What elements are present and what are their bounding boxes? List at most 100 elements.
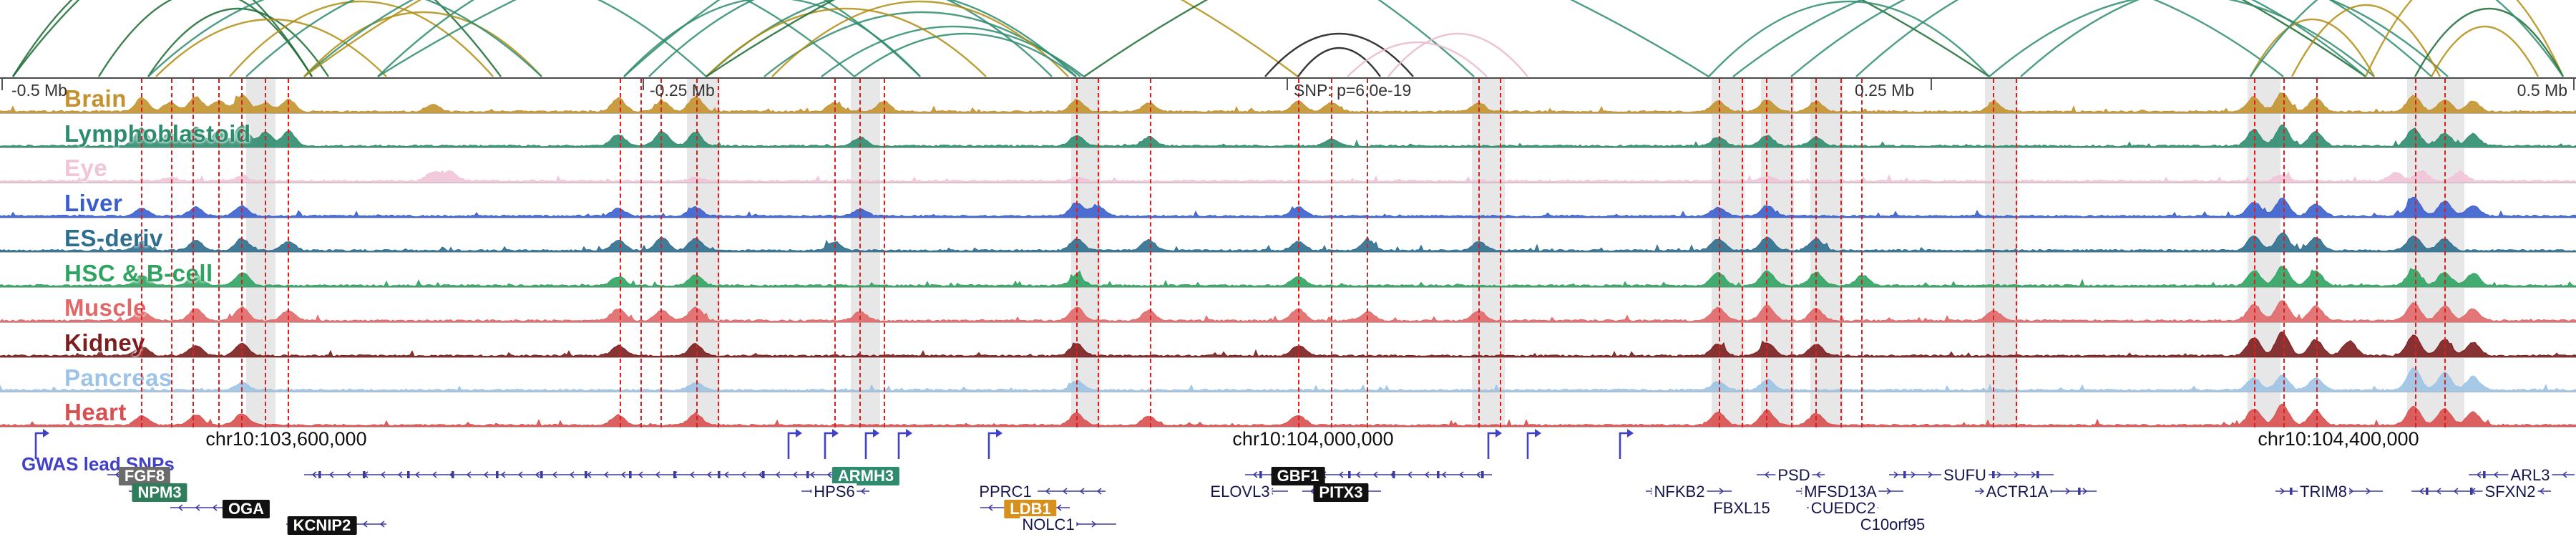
lead-snp-arrow-icon <box>897 429 912 459</box>
ruler-tick <box>2573 79 2575 90</box>
gene-label: SUFU <box>1941 467 1989 484</box>
snp-dashed-line <box>241 79 243 427</box>
track-label: ES-deriv <box>64 224 163 251</box>
interaction-arc <box>377 0 1709 77</box>
signal-track-row: Heart <box>0 392 2576 427</box>
track-label: HSC & B-cell <box>64 259 213 286</box>
snp-dashed-line <box>2444 79 2446 427</box>
signal-plot <box>0 233 2576 253</box>
gene-label: ACTR1A <box>1984 483 2051 500</box>
signal-track-row: HSC & B-cell <box>0 253 2576 289</box>
gene-label: ELOVL3 <box>1208 483 1272 500</box>
ruler-tick <box>1931 79 1932 90</box>
interaction-arc <box>2414 8 2565 77</box>
interaction-arc <box>706 7 987 77</box>
interaction-arc <box>2249 18 2376 77</box>
track-label: Kidney <box>64 329 146 356</box>
signal-plot <box>0 367 2576 392</box>
interaction-arc <box>1347 41 1488 77</box>
snp-dashed-line <box>1367 79 1368 427</box>
ruler-tick <box>643 79 644 90</box>
snp-dashed-line <box>1331 79 1332 427</box>
genomic-coordinate: chr10:103,600,000 <box>205 428 367 450</box>
signal-plot <box>0 124 2576 148</box>
snp-dashed-line <box>696 79 698 427</box>
interaction-arc <box>648 0 1053 77</box>
snp-dashed-line <box>1150 79 1151 427</box>
gene-label: SFXN2 <box>2482 483 2538 500</box>
snp-dashed-line <box>2316 79 2318 427</box>
signal-track-row: Muscle <box>0 288 2576 323</box>
interaction-arc <box>303 11 542 77</box>
snp-dashed-line <box>171 79 172 427</box>
gene-label: KCNIP2 <box>287 516 357 535</box>
snp-dashed-line <box>859 79 861 427</box>
interaction-arc <box>303 0 855 77</box>
interaction-arc <box>771 0 1069 77</box>
gene-label: HPS6 <box>811 483 857 500</box>
signal-track-row: ES-deriv <box>0 218 2576 253</box>
signal-track-row: Lymphoblastoid <box>0 114 2576 149</box>
interaction-arc <box>2430 26 2540 77</box>
snp-dashed-line <box>620 79 621 427</box>
track-label: Eye <box>64 155 108 182</box>
track-label: Liver <box>64 190 123 217</box>
snp-dashed-line <box>1298 79 1299 427</box>
snp-dashed-line <box>2283 79 2285 427</box>
interaction-arc <box>1264 33 1414 77</box>
snp-dashed-line <box>1742 79 1743 427</box>
signal-track-row: Pancreas <box>0 358 2576 393</box>
signal-track-row: Liver <box>0 183 2576 218</box>
gene-label: NOLC1 <box>1020 516 1077 533</box>
snp-dashed-line <box>1791 79 1792 427</box>
track-label: Heart <box>64 399 127 426</box>
ruler-label: -0.25 Mb <box>650 81 715 100</box>
interaction-arc <box>11 0 313 77</box>
gene-body <box>1070 521 1116 528</box>
snp-dashed-line <box>265 79 266 427</box>
gene-body <box>304 471 862 478</box>
ruler-tick <box>1287 79 1288 90</box>
gene-label: MFSD13A <box>1802 483 1879 500</box>
snp-dashed-line <box>1766 79 1767 427</box>
lead-snp-arrow-icon <box>1487 429 1502 459</box>
gene-label: FGF8 <box>118 467 171 485</box>
gene-label: OGA <box>222 500 270 518</box>
signal-plot <box>0 300 2576 322</box>
snp-dashed-line <box>192 79 194 427</box>
snp-dashed-line <box>834 79 836 427</box>
lead-snp-arrow-icon <box>864 429 879 459</box>
interaction-arc <box>377 0 921 77</box>
snp-dashed-line <box>660 79 662 427</box>
lead-snp-arrow-icon <box>1619 429 1634 459</box>
lead-snp-arrow-icon <box>1526 429 1541 459</box>
interaction-arc <box>229 0 494 77</box>
genomic-coordinate: chr10:104,000,000 <box>1232 428 1394 450</box>
signal-plot <box>0 170 2576 183</box>
interaction-arc <box>1297 47 1381 77</box>
gene-label: FBXL15 <box>1711 500 1772 517</box>
signal-plot <box>0 266 2576 288</box>
interaction-arc <box>763 11 1081 77</box>
interaction-arc <box>1708 0 1990 77</box>
interaction-arc <box>2250 0 2564 77</box>
snp-dashed-line <box>1840 79 1842 427</box>
interaction-arc <box>147 7 329 77</box>
track-label: Pancreas <box>64 364 172 391</box>
ruler-label: 0.5 Mb <box>2517 81 2567 100</box>
interaction-arc <box>155 18 387 77</box>
interaction-arc <box>97 0 313 77</box>
genomic-coordinate: chr10:104,400,000 <box>2258 428 2419 450</box>
interaction-arc <box>821 25 1085 77</box>
snp-dashed-line <box>718 79 719 427</box>
gene-label: C10orf95 <box>1858 516 1928 533</box>
gene-label: PITX3 <box>1313 483 1369 502</box>
interaction-arc <box>1989 0 2375 77</box>
snp-dashed-line <box>1719 79 1720 427</box>
gene-label: NFKB2 <box>1652 483 1707 500</box>
gene-body <box>1038 488 1106 495</box>
interaction-arc <box>1387 33 1528 77</box>
signal-track-row: Eye <box>0 148 2576 184</box>
interaction-arc <box>1855 0 2432 77</box>
